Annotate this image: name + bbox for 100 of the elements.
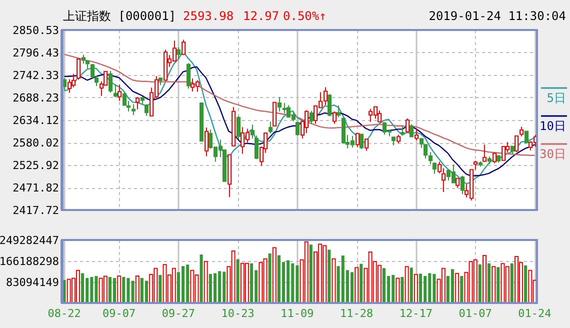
x-tick-label: 12-17 xyxy=(399,307,433,320)
bar xyxy=(81,273,84,303)
bar xyxy=(460,276,464,303)
bar xyxy=(524,265,528,303)
candlestick xyxy=(158,77,162,86)
candlestick xyxy=(332,110,336,124)
candlestick xyxy=(456,177,460,188)
candlestick xyxy=(328,94,332,117)
y-tick-label: 2850.53 xyxy=(12,24,59,37)
x-tick-label: 09-27 xyxy=(162,307,196,320)
candlestick xyxy=(232,106,236,147)
candlestick xyxy=(228,154,232,198)
legend-label: 5日 xyxy=(546,91,566,105)
legend-label: 30日 xyxy=(540,147,566,161)
y-tick-label: 2525.92 xyxy=(12,158,59,172)
candlestick xyxy=(268,121,272,134)
bar xyxy=(144,280,148,303)
text: 2593.98 xyxy=(183,9,234,23)
text: 2019-01-24 11:30:04 xyxy=(428,9,566,23)
candlestick xyxy=(282,102,286,114)
bar xyxy=(200,254,203,303)
bar xyxy=(158,274,162,303)
y-tick-label: 2471.82 xyxy=(12,181,59,194)
candlestick xyxy=(136,96,140,110)
candlestick xyxy=(492,152,496,164)
candlestick xyxy=(502,146,506,162)
candlestick xyxy=(378,110,382,124)
bar xyxy=(488,263,491,303)
y-tick-label: 2634.12 xyxy=(12,114,59,127)
y-tick-label: 83094149 xyxy=(6,276,59,289)
candlestick xyxy=(114,84,118,98)
candlestick xyxy=(310,110,314,124)
candlestick xyxy=(414,128,418,141)
line-series xyxy=(64,54,536,156)
candlestick xyxy=(204,127,208,157)
candlestick xyxy=(144,104,148,116)
x-tick-label: 08-22 xyxy=(48,307,81,320)
x-tick-label: 09-07 xyxy=(102,307,136,320)
candlestick xyxy=(392,136,396,146)
y-tick-label: 2417.72 xyxy=(12,204,59,217)
y-tick-label: 249282447 xyxy=(0,234,59,247)
y-tick-label: 2742.33 xyxy=(12,68,59,82)
y-tick-label: 2796.43 xyxy=(12,46,59,60)
bar xyxy=(131,280,134,303)
candlestick xyxy=(524,130,528,144)
bar xyxy=(250,263,254,303)
legend-label: 10日 xyxy=(540,119,566,133)
bar xyxy=(268,253,272,303)
bar xyxy=(94,276,98,303)
text: 12.97 xyxy=(243,9,280,23)
x-tick-label: 01-07 xyxy=(458,307,492,320)
y-tick-label: 2688.23 xyxy=(12,91,59,104)
y-tick-label: 166188298 xyxy=(0,254,59,268)
line-series xyxy=(64,66,536,176)
candlestick xyxy=(186,62,190,89)
candlestick xyxy=(364,138,368,152)
candlestick xyxy=(496,154,500,163)
bar xyxy=(328,250,331,303)
candlestick xyxy=(278,96,282,112)
candlestick xyxy=(514,134,518,153)
candlestick xyxy=(296,121,300,136)
line-series xyxy=(64,50,536,184)
bar xyxy=(400,276,404,303)
candlestick xyxy=(118,84,122,102)
x-tick-label: 11-28 xyxy=(340,307,374,320)
candlestick xyxy=(200,102,204,142)
candlestick xyxy=(360,133,364,150)
candlestick xyxy=(108,70,112,94)
bar xyxy=(510,263,514,303)
bar xyxy=(122,276,126,303)
candlestick xyxy=(488,156,492,165)
text: 0.50%↑ xyxy=(283,9,326,23)
bar xyxy=(360,264,363,303)
candlestick xyxy=(482,144,486,163)
candlestick xyxy=(510,145,514,154)
candlestick xyxy=(410,124,414,138)
candlestick xyxy=(336,104,340,118)
x-tick-label: 10-23 xyxy=(221,307,254,320)
bar xyxy=(419,274,422,303)
bar xyxy=(410,268,413,303)
candlestick xyxy=(400,126,404,136)
candlestick xyxy=(272,102,276,127)
candlestick xyxy=(342,117,346,144)
candlestick xyxy=(478,160,482,168)
bar xyxy=(496,267,500,303)
bar xyxy=(309,244,312,303)
x-tick-label: 01-24 xyxy=(518,307,552,320)
candlestick xyxy=(140,96,144,105)
candlestick xyxy=(164,49,168,81)
x-tick-label: 11-09 xyxy=(280,307,314,320)
candlestick xyxy=(182,39,186,56)
candlestick xyxy=(460,175,464,195)
candlestick xyxy=(76,58,80,80)
candlestick xyxy=(176,46,180,59)
candlestick xyxy=(396,134,400,144)
candlestick xyxy=(132,104,136,116)
y-tick-label: 2580.02 xyxy=(12,136,59,150)
bar xyxy=(236,259,240,303)
candlestick xyxy=(406,118,410,132)
candlestick xyxy=(356,132,360,148)
